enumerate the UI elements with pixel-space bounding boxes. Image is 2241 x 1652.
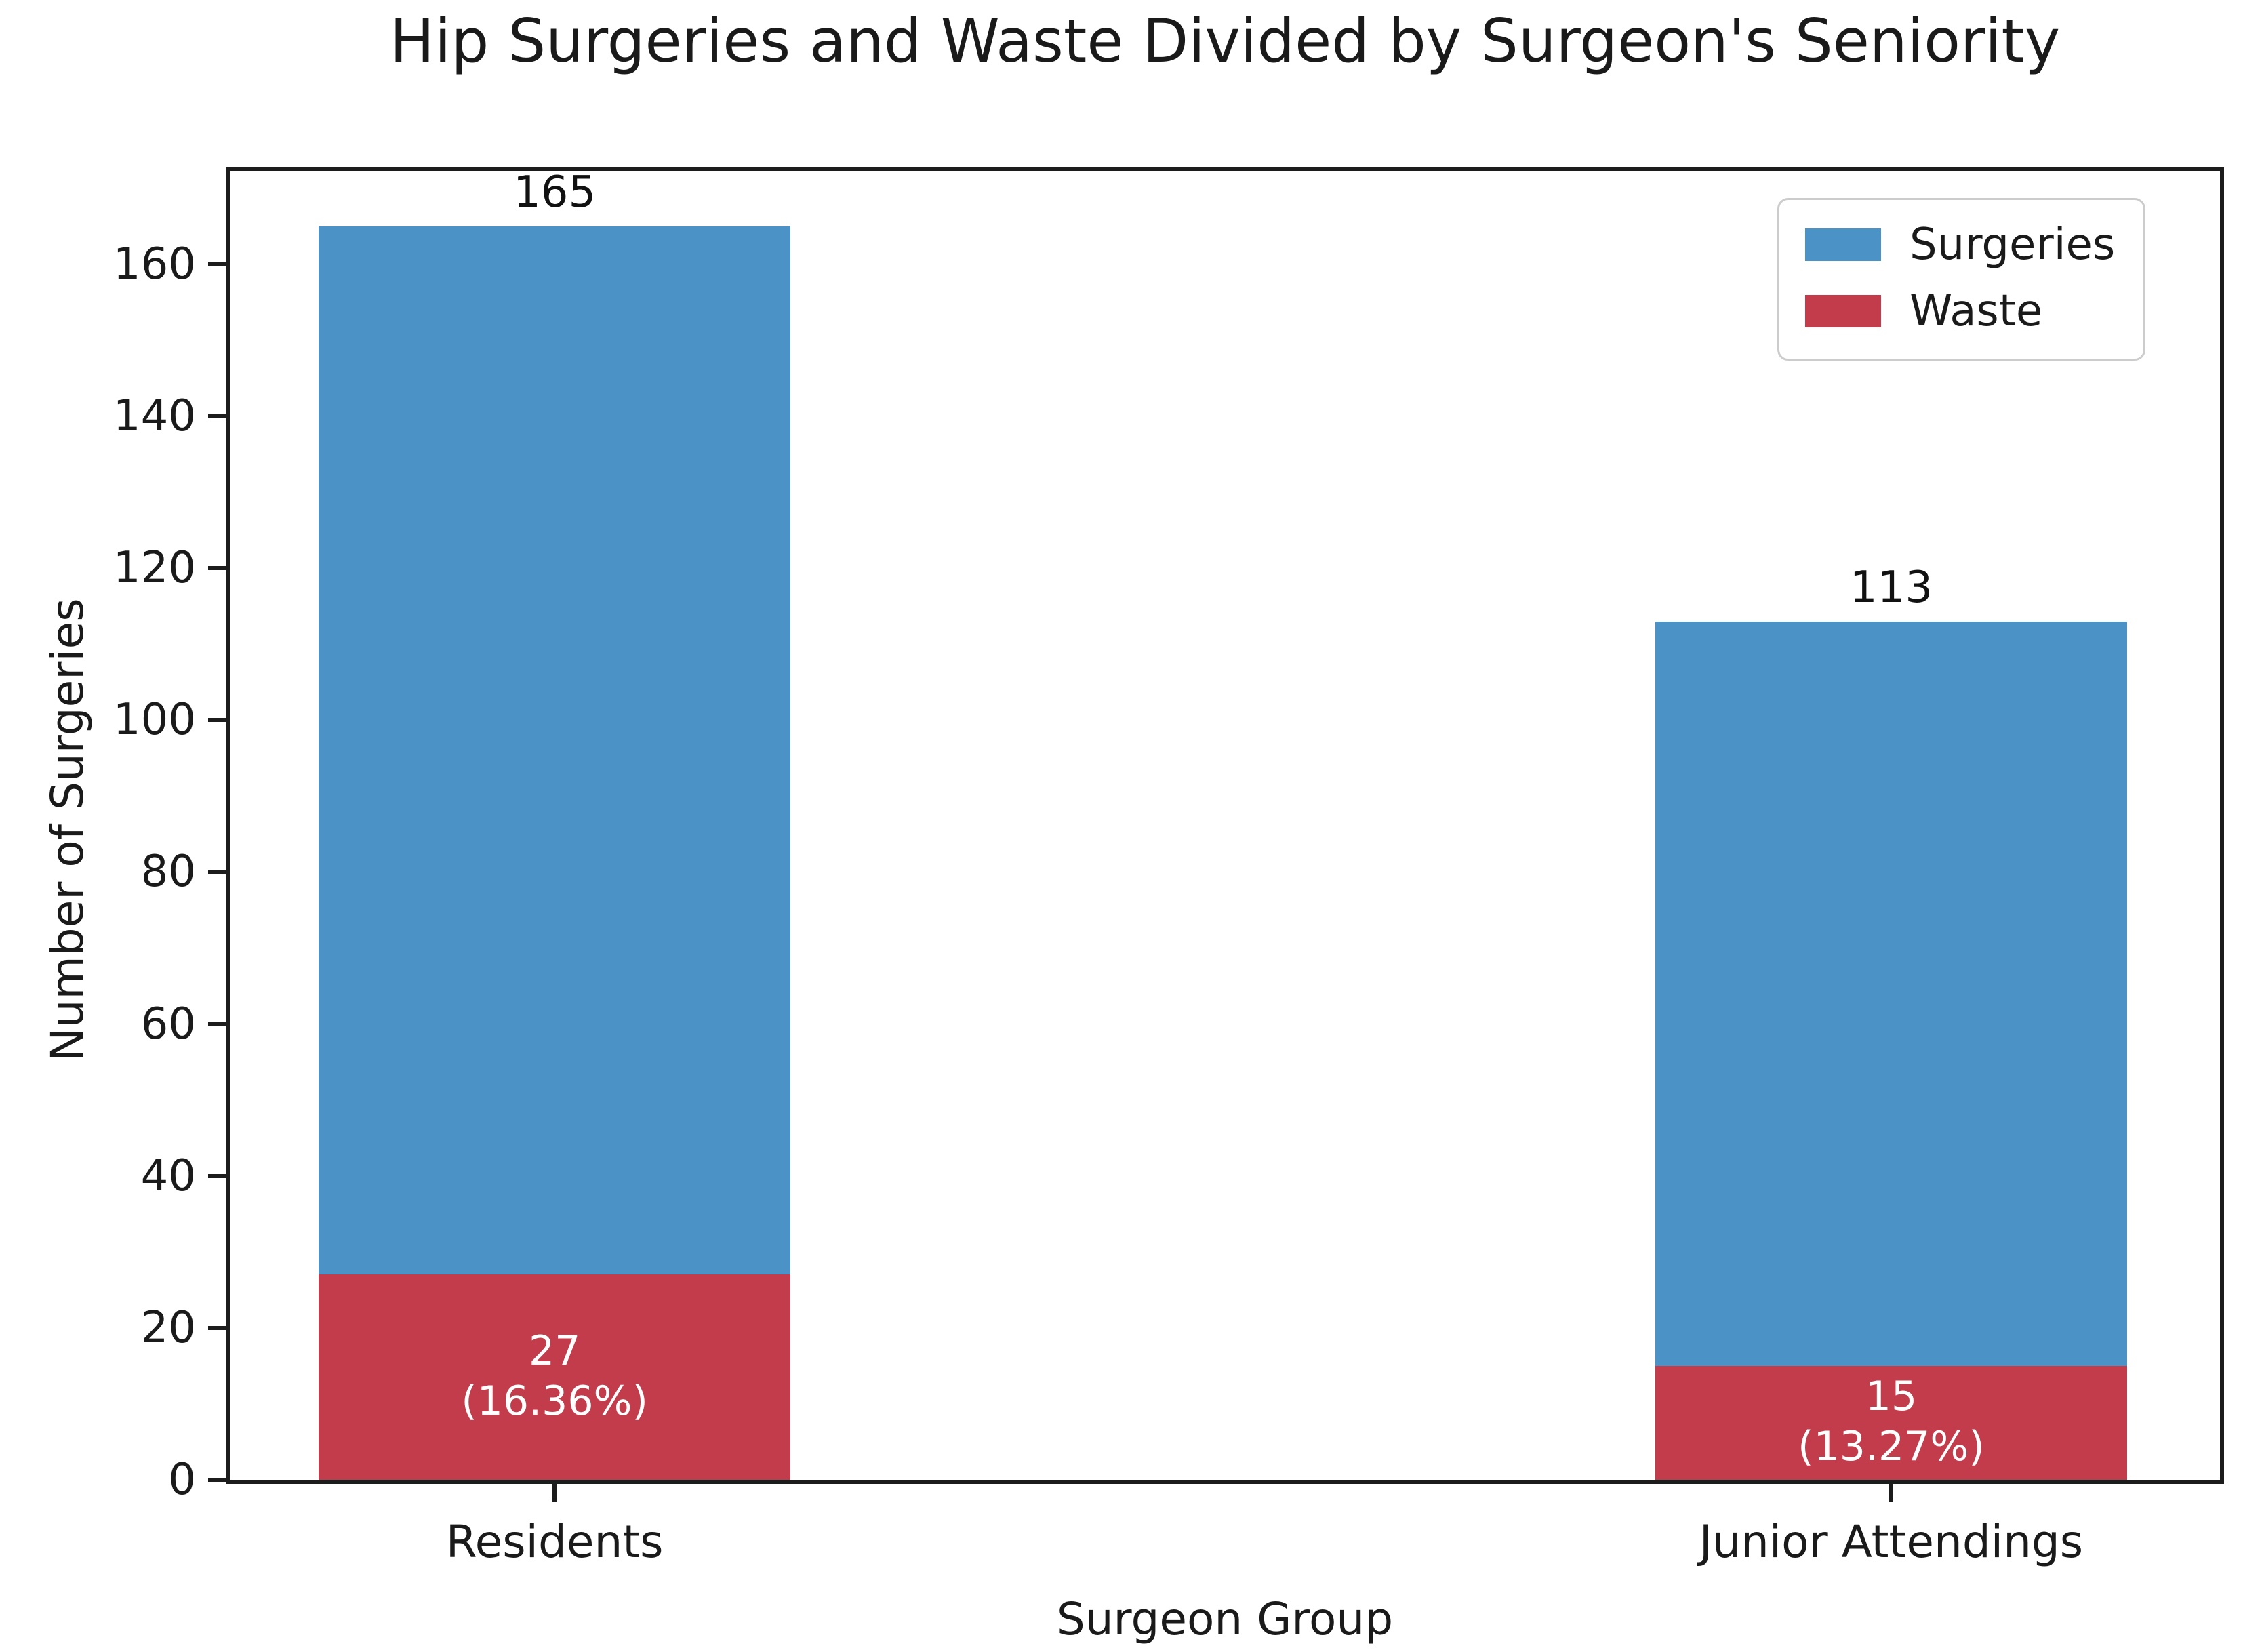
legend-row-surgeries: Surgeries	[1805, 220, 2115, 269]
y-tick-label: 160	[113, 239, 196, 289]
y-tick-mark	[208, 870, 226, 874]
y-tick-label: 20	[140, 1302, 196, 1353]
x-axis-label: Surgeon Group	[1056, 1593, 1394, 1645]
bar-waste-residents	[319, 1274, 791, 1483]
y-tick-label: 60	[140, 999, 196, 1049]
y-tick-mark	[208, 566, 226, 571]
waste-percent-residents: (16.36%)	[461, 1377, 648, 1425]
legend-swatch-surgeries	[1805, 228, 1881, 261]
x-tick-mark	[1889, 1484, 1893, 1502]
chart-title: Hip Surgeries and Waste Divided by Surge…	[389, 6, 2061, 76]
bar-total-label-junior-attendings: 113	[1849, 562, 1933, 613]
y-tick-label: 100	[113, 695, 196, 746]
y-tick-mark	[208, 262, 226, 266]
y-tick-label: 120	[113, 543, 196, 594]
y-tick-mark	[208, 718, 226, 723]
legend-row-waste: Waste	[1805, 287, 2115, 336]
waste-count-junior-attendings: 15	[1865, 1372, 1918, 1420]
bar-waste-junior-attendings	[1655, 1365, 2128, 1483]
legend-label-waste: Waste	[1910, 286, 2043, 336]
y-tick-mark	[208, 1325, 226, 1330]
bar-total-label-residents: 165	[513, 167, 597, 218]
x-tick-mark	[552, 1484, 557, 1502]
legend: Surgeries Waste	[1777, 198, 2146, 361]
y-tick-label: 40	[140, 1150, 196, 1201]
y-tick-label: 80	[140, 847, 196, 898]
y-tick-mark	[208, 414, 226, 418]
x-tick-label-junior-attendings: Junior Attendings	[1699, 1516, 2084, 1568]
y-tick-mark	[208, 1022, 226, 1026]
waste-label-residents: 27 (16.36%)	[317, 1326, 792, 1426]
y-tick-label: 0	[168, 1455, 196, 1505]
waste-percent-junior-attendings: (13.27%)	[1798, 1422, 1985, 1470]
bar-surgeries-junior-attendings	[1655, 621, 2128, 1483]
y-tick-label: 140	[113, 390, 196, 441]
bar-surgeries-residents	[319, 226, 791, 1483]
x-tick-label-residents: Residents	[445, 1516, 664, 1568]
y-tick-mark	[208, 1173, 226, 1178]
waste-label-junior-attendings: 15 (13.27%)	[1654, 1371, 2128, 1472]
waste-count-residents: 27	[528, 1327, 581, 1375]
legend-swatch-waste	[1805, 295, 1881, 327]
legend-label-surgeries: Surgeries	[1910, 220, 2116, 270]
y-tick-mark	[208, 1478, 226, 1482]
